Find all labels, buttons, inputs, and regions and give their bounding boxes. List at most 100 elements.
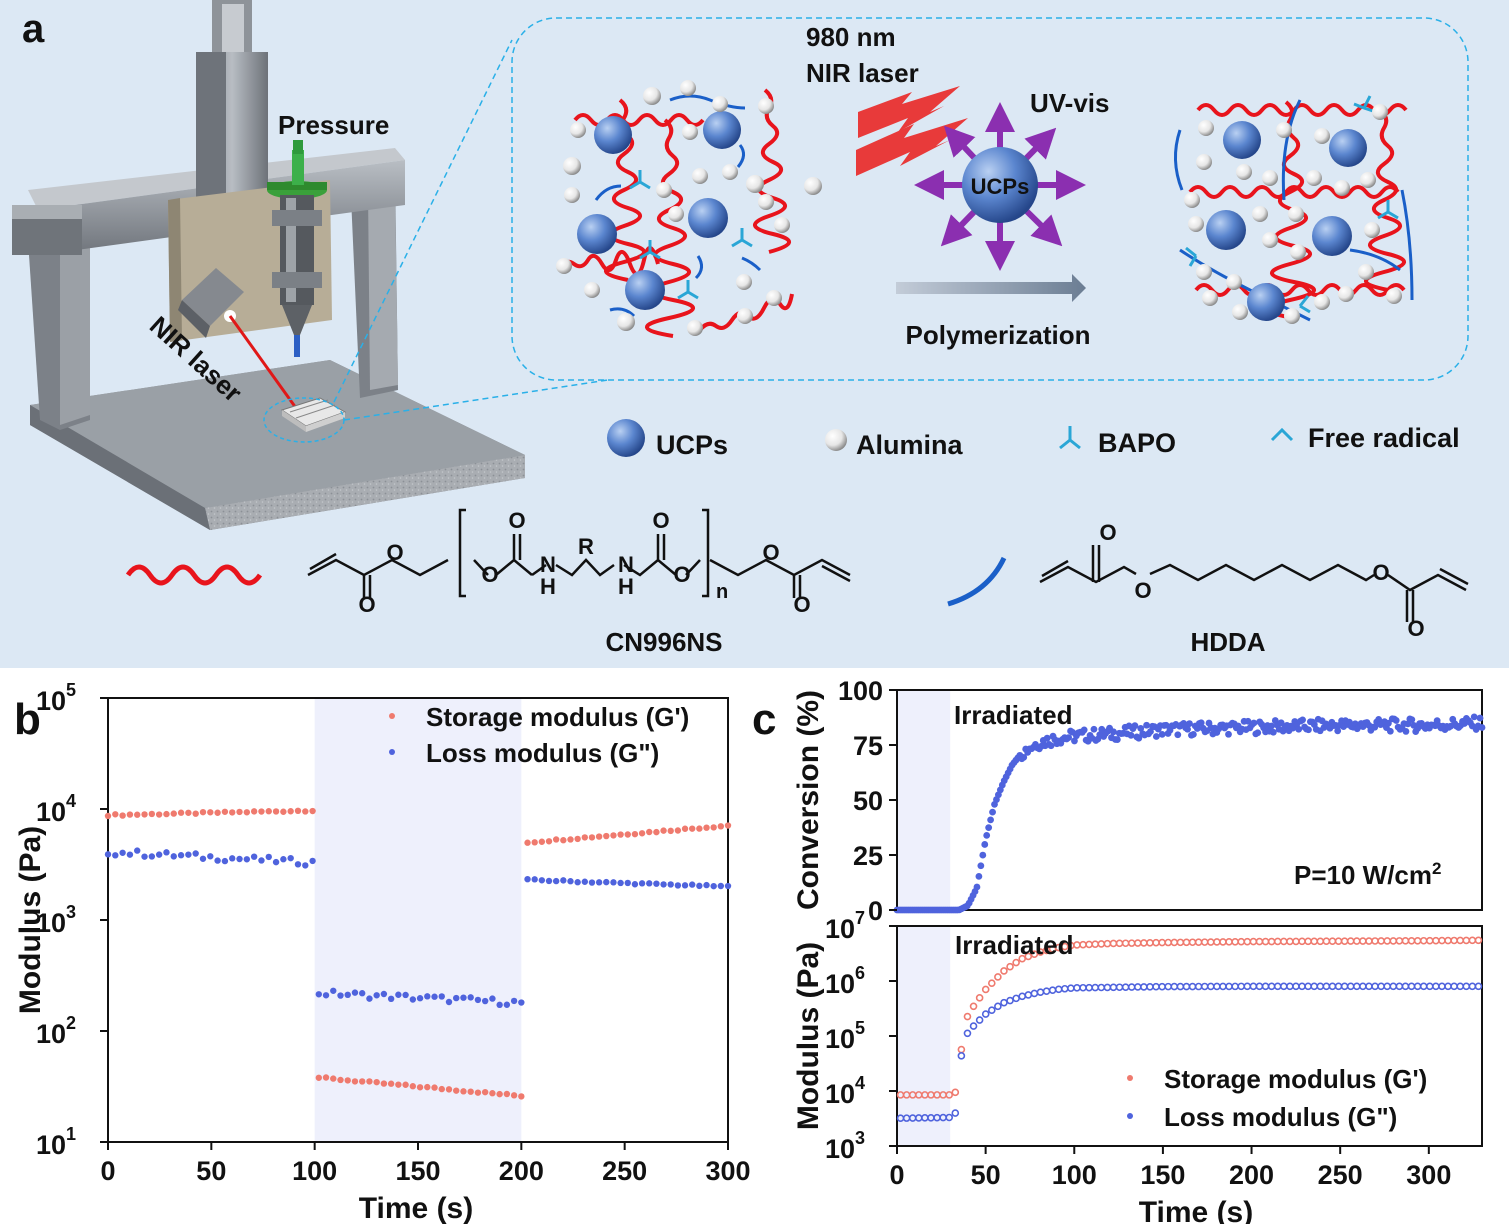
data-point xyxy=(1200,982,1209,991)
data-point xyxy=(416,995,424,1002)
data-point xyxy=(989,808,996,816)
data-point xyxy=(344,991,351,999)
data-point xyxy=(610,879,617,886)
data-point xyxy=(1200,938,1209,946)
data-point xyxy=(265,853,272,861)
ucp-center-particle xyxy=(962,147,1038,223)
data-point xyxy=(524,839,531,846)
data-point xyxy=(1152,733,1160,740)
data-point xyxy=(1450,936,1458,945)
data-point xyxy=(1359,982,1367,991)
data-point xyxy=(302,862,309,869)
data-point xyxy=(957,1052,966,1060)
data-point xyxy=(351,1078,359,1085)
data-point xyxy=(207,809,214,816)
data-point xyxy=(1197,719,1205,727)
y-tick-label: 10 xyxy=(825,914,855,944)
data-point xyxy=(148,853,156,860)
data-point xyxy=(1190,730,1197,738)
cn996ns-atom-h1: H xyxy=(540,574,556,599)
cn996ns-atom-o4: O xyxy=(508,508,525,533)
data-point xyxy=(1170,938,1179,947)
data-point xyxy=(112,852,119,859)
data-point xyxy=(1375,715,1383,723)
data-point xyxy=(1186,720,1193,727)
data-point xyxy=(1299,716,1306,724)
data-point xyxy=(489,995,496,1002)
data-point xyxy=(724,882,732,890)
data-point xyxy=(126,851,134,858)
data-point xyxy=(1133,939,1142,947)
x-tick-label: 300 xyxy=(1406,1160,1451,1190)
y-tick-exponent: 4 xyxy=(66,791,76,811)
y-tick-label: 10 xyxy=(825,1079,855,1109)
y-tick-label: 10 xyxy=(825,1024,855,1054)
data-point xyxy=(1386,727,1394,735)
data-point xyxy=(653,880,660,887)
x-tick-label: 200 xyxy=(499,1156,544,1186)
data-point xyxy=(1407,982,1416,991)
data-point xyxy=(1127,983,1136,991)
x-tick-label: 250 xyxy=(602,1156,647,1186)
data-point xyxy=(1334,727,1342,735)
data-point xyxy=(1140,983,1148,991)
data-point xyxy=(1371,937,1379,945)
data-point xyxy=(1147,728,1154,735)
data-point xyxy=(309,857,316,865)
data-point xyxy=(1267,937,1276,946)
data-point xyxy=(1206,982,1215,991)
data-point xyxy=(595,833,603,840)
data-point xyxy=(1024,952,1033,961)
data-point xyxy=(170,810,177,817)
data-point xyxy=(552,836,560,843)
data-point xyxy=(1043,734,1051,742)
data-point xyxy=(1020,753,1028,761)
data-point xyxy=(1135,734,1143,742)
data-point xyxy=(638,880,646,887)
data-point xyxy=(1109,983,1118,992)
data-point xyxy=(518,1093,525,1100)
data-point xyxy=(474,1089,482,1096)
data-point xyxy=(981,985,990,994)
data-point xyxy=(617,879,624,887)
panel-c-top-y-axis-label: Conversion (%) xyxy=(792,690,825,910)
x-tick-label: 150 xyxy=(395,1156,440,1186)
data-point xyxy=(1073,941,1081,949)
data-point xyxy=(302,808,309,815)
data-point xyxy=(1162,721,1170,729)
data-point xyxy=(1188,982,1197,991)
data-point xyxy=(545,838,553,845)
data-point xyxy=(309,807,316,815)
data-point xyxy=(560,837,567,844)
data-point xyxy=(1334,982,1343,991)
data-point xyxy=(1255,982,1264,991)
data-point xyxy=(1413,982,1422,991)
data-point xyxy=(1113,736,1121,743)
data-point xyxy=(1250,719,1258,727)
data-point xyxy=(134,811,141,818)
data-point xyxy=(638,830,646,837)
data-point xyxy=(1389,982,1398,991)
y-tick-exponent: 3 xyxy=(66,902,76,922)
y-tick-exponent: 2 xyxy=(66,1013,76,1033)
data-point xyxy=(975,994,984,1002)
data-point xyxy=(119,812,126,819)
data-point xyxy=(1079,983,1087,992)
data-point xyxy=(1158,982,1166,991)
data-point xyxy=(1346,937,1355,945)
data-point xyxy=(315,991,322,998)
data-point xyxy=(1352,982,1361,991)
data-point xyxy=(214,857,221,864)
data-point xyxy=(1377,937,1385,945)
data-point xyxy=(177,852,185,859)
data-point xyxy=(1237,937,1246,946)
data-point xyxy=(977,862,985,870)
data-point xyxy=(1292,982,1300,991)
data-point xyxy=(1012,994,1020,1003)
hdda-atom-o1: O xyxy=(1099,520,1116,545)
data-point xyxy=(951,1088,960,1097)
data-point xyxy=(112,811,119,818)
data-point xyxy=(322,1074,330,1081)
